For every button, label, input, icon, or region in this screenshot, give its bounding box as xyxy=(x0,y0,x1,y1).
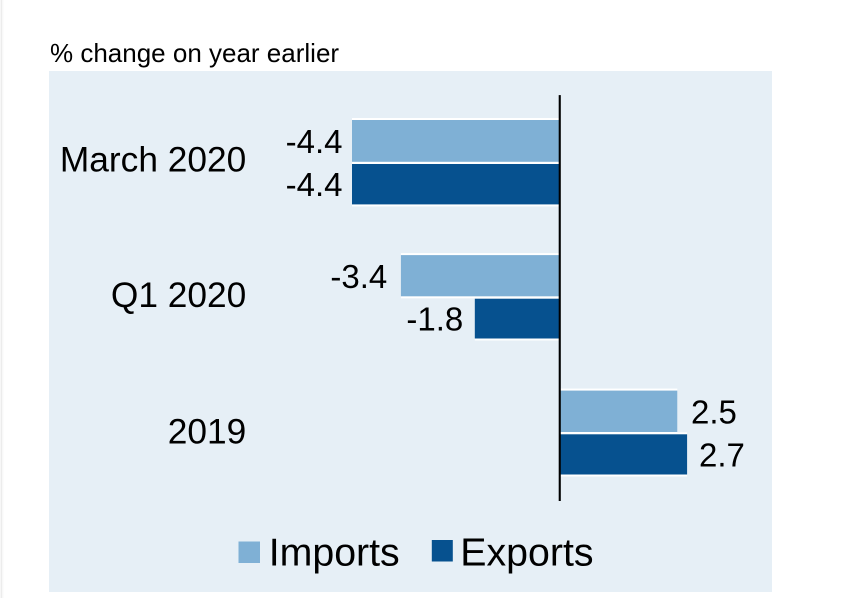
svg-text:2.5: 2.5 xyxy=(691,393,737,430)
svg-text:-4.4: -4.4 xyxy=(286,166,343,203)
svg-text:Exports: Exports xyxy=(460,531,593,575)
svg-text:-1.8: -1.8 xyxy=(406,301,463,338)
svg-text:2.7: 2.7 xyxy=(699,436,745,473)
svg-text:Q1 2020: Q1 2020 xyxy=(111,276,246,315)
svg-text:Imports: Imports xyxy=(269,531,400,575)
svg-text:-4.4: -4.4 xyxy=(286,123,343,160)
svg-text:2019: 2019 xyxy=(168,412,247,451)
svg-text:% change on year earlier: % change on year earlier xyxy=(50,38,339,68)
svg-text:-3.4: -3.4 xyxy=(330,258,387,295)
svg-text:March 2020: March 2020 xyxy=(60,140,246,179)
